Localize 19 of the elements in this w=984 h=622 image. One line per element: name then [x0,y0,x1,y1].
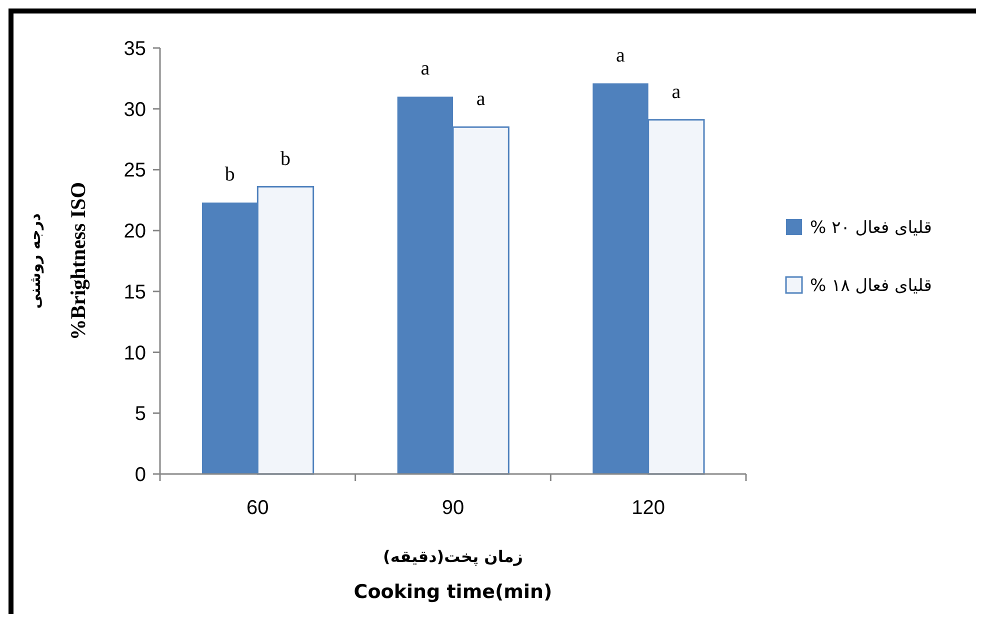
data-label: a [616,44,626,66]
y-tick-label: 30 [124,98,146,121]
y-tick-label: 5 [134,403,146,426]
legend-label: قلیای فعال ۱۸ % [810,276,932,296]
x-tick-label: 90 [442,497,464,519]
y-tick-label: 0 [134,464,146,486]
y-tick-label: 25 [124,160,146,182]
x-tick-label: 120 [632,497,666,519]
data-label: a [476,88,486,110]
data-label: b [224,164,235,186]
y-tick-label: 35 [124,38,146,60]
data-label: a [420,58,430,80]
y-tick-label: 15 [124,281,146,304]
data-label: a [672,80,681,103]
x-tick-label: 60 [246,497,269,519]
data-label: b [280,148,290,170]
y-tick-label: 10 [124,342,146,364]
y-tick-label: 20 [124,220,146,243]
legend-label: قلیای فعال ۲۰ % [810,218,932,238]
